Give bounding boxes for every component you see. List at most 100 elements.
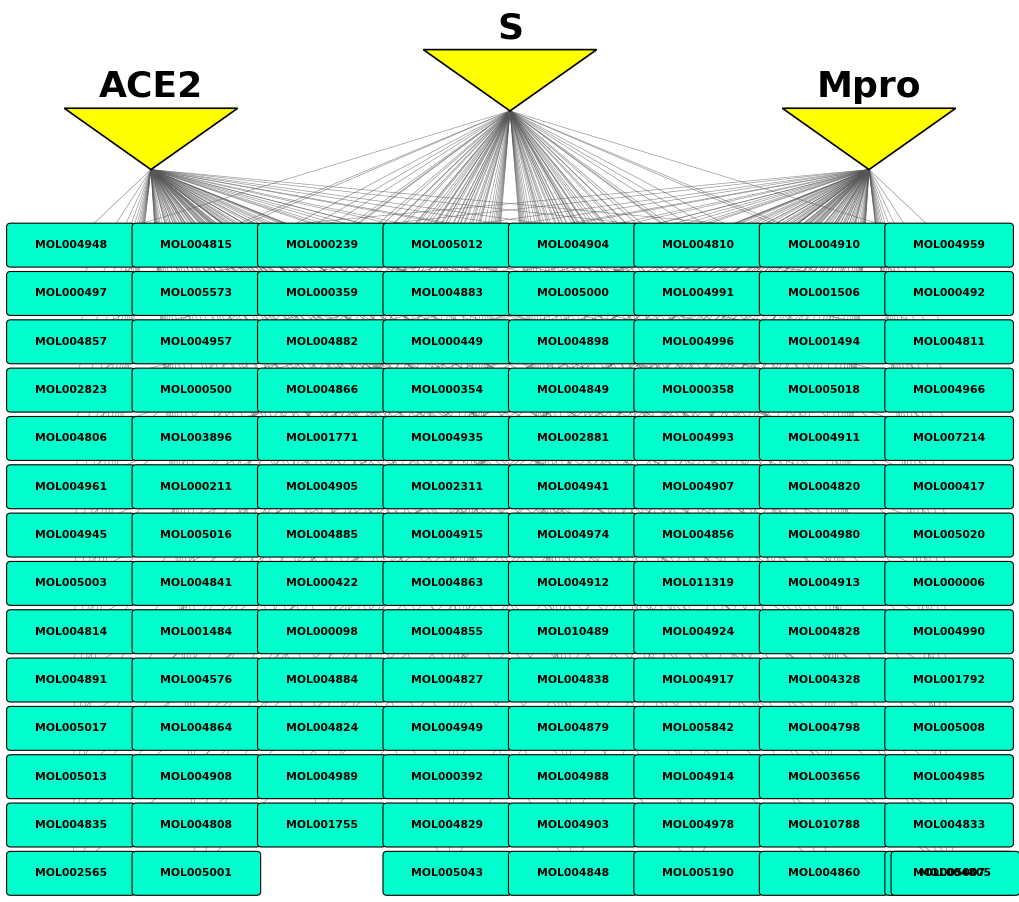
- FancyBboxPatch shape: [883, 851, 1013, 896]
- Text: MOL004961: MOL004961: [35, 482, 107, 492]
- FancyBboxPatch shape: [758, 561, 888, 605]
- Text: MOL005018: MOL005018: [787, 385, 859, 395]
- Text: MOL004913: MOL004913: [787, 578, 859, 588]
- Text: MOL005003: MOL005003: [35, 578, 107, 588]
- Text: MOL004882: MOL004882: [285, 336, 358, 346]
- FancyBboxPatch shape: [507, 320, 637, 364]
- FancyBboxPatch shape: [131, 223, 261, 267]
- FancyBboxPatch shape: [131, 368, 261, 412]
- Text: MOL000358: MOL000358: [661, 385, 734, 395]
- FancyBboxPatch shape: [507, 755, 637, 798]
- FancyBboxPatch shape: [257, 803, 386, 847]
- Text: MOL005016: MOL005016: [160, 530, 232, 540]
- FancyBboxPatch shape: [507, 610, 637, 654]
- FancyBboxPatch shape: [257, 417, 386, 460]
- Text: MOL010489: MOL010489: [536, 627, 608, 637]
- Text: MOL004828: MOL004828: [787, 627, 859, 637]
- FancyBboxPatch shape: [633, 803, 762, 847]
- FancyBboxPatch shape: [257, 223, 386, 267]
- FancyBboxPatch shape: [633, 320, 762, 364]
- FancyBboxPatch shape: [507, 561, 637, 605]
- FancyBboxPatch shape: [131, 610, 261, 654]
- Text: MOL004974: MOL004974: [536, 530, 608, 540]
- FancyBboxPatch shape: [633, 851, 762, 896]
- FancyBboxPatch shape: [382, 851, 512, 896]
- Text: MOL000417: MOL000417: [912, 482, 984, 492]
- FancyBboxPatch shape: [6, 610, 136, 654]
- Text: MOL004991: MOL004991: [661, 289, 734, 299]
- FancyBboxPatch shape: [883, 368, 1013, 412]
- FancyBboxPatch shape: [758, 465, 888, 509]
- Text: MOL000211: MOL000211: [160, 482, 232, 492]
- FancyBboxPatch shape: [131, 272, 261, 316]
- Text: MOL000392: MOL000392: [411, 772, 483, 782]
- FancyBboxPatch shape: [883, 320, 1013, 364]
- Text: MOL000497: MOL000497: [35, 289, 107, 299]
- FancyBboxPatch shape: [6, 272, 136, 316]
- Polygon shape: [64, 108, 237, 170]
- FancyBboxPatch shape: [507, 851, 637, 896]
- Text: MOL001755: MOL001755: [285, 820, 358, 830]
- Text: MOL004841: MOL004841: [160, 578, 232, 588]
- Text: MOL004945: MOL004945: [35, 530, 107, 540]
- FancyBboxPatch shape: [131, 755, 261, 798]
- Text: MOL004891: MOL004891: [35, 675, 107, 685]
- FancyBboxPatch shape: [6, 417, 136, 460]
- FancyBboxPatch shape: [883, 513, 1013, 557]
- FancyBboxPatch shape: [758, 755, 888, 798]
- FancyBboxPatch shape: [6, 706, 136, 750]
- FancyBboxPatch shape: [382, 561, 512, 605]
- Text: MOL000359: MOL000359: [285, 289, 358, 299]
- Text: MOL004835: MOL004835: [35, 820, 107, 830]
- Text: MOL005842: MOL005842: [661, 723, 734, 733]
- Text: MOL005001: MOL005001: [160, 869, 232, 879]
- Text: MOL000354: MOL000354: [411, 385, 483, 395]
- FancyBboxPatch shape: [6, 755, 136, 798]
- Text: MOL004811: MOL004811: [912, 336, 984, 346]
- FancyBboxPatch shape: [257, 513, 386, 557]
- Text: MOL004910: MOL004910: [787, 240, 859, 250]
- FancyBboxPatch shape: [6, 223, 136, 267]
- Text: MOL004917: MOL004917: [661, 675, 734, 685]
- FancyBboxPatch shape: [382, 706, 512, 750]
- FancyBboxPatch shape: [883, 658, 1013, 702]
- FancyBboxPatch shape: [6, 320, 136, 364]
- Text: MOL004798: MOL004798: [787, 723, 859, 733]
- Text: MOL004959: MOL004959: [912, 240, 984, 250]
- FancyBboxPatch shape: [382, 223, 512, 267]
- Text: MOL002881: MOL002881: [536, 434, 608, 444]
- Text: MOL004824: MOL004824: [285, 723, 358, 733]
- Text: MOL001792: MOL001792: [912, 675, 984, 685]
- Text: MOL004827: MOL004827: [411, 675, 483, 685]
- Text: MOL005017: MOL005017: [35, 723, 107, 733]
- FancyBboxPatch shape: [6, 851, 136, 896]
- FancyBboxPatch shape: [382, 368, 512, 412]
- FancyBboxPatch shape: [131, 320, 261, 364]
- Text: MOL005043: MOL005043: [411, 869, 483, 879]
- FancyBboxPatch shape: [257, 368, 386, 412]
- Text: MOL001494: MOL001494: [787, 336, 859, 346]
- FancyBboxPatch shape: [382, 465, 512, 509]
- FancyBboxPatch shape: [131, 417, 261, 460]
- Text: MOL004810: MOL004810: [661, 240, 734, 250]
- FancyBboxPatch shape: [758, 417, 888, 460]
- FancyBboxPatch shape: [6, 658, 136, 702]
- FancyBboxPatch shape: [633, 658, 762, 702]
- FancyBboxPatch shape: [758, 658, 888, 702]
- FancyBboxPatch shape: [633, 465, 762, 509]
- Text: MOL004980: MOL004980: [787, 530, 859, 540]
- Text: MOL004820: MOL004820: [787, 482, 859, 492]
- Text: MOL004806: MOL004806: [35, 434, 107, 444]
- Text: MOL004884: MOL004884: [285, 675, 358, 685]
- FancyBboxPatch shape: [257, 610, 386, 654]
- Text: MOL005573: MOL005573: [160, 289, 232, 299]
- FancyBboxPatch shape: [382, 272, 512, 316]
- Text: MOL004907: MOL004907: [661, 482, 734, 492]
- Text: MOL002823: MOL002823: [35, 385, 107, 395]
- FancyBboxPatch shape: [6, 513, 136, 557]
- FancyBboxPatch shape: [758, 223, 888, 267]
- Text: MOL004860: MOL004860: [787, 869, 859, 879]
- Text: MOL004857: MOL004857: [35, 336, 107, 346]
- Text: MOL004879: MOL004879: [536, 723, 608, 733]
- Text: MOL004814: MOL004814: [35, 627, 107, 637]
